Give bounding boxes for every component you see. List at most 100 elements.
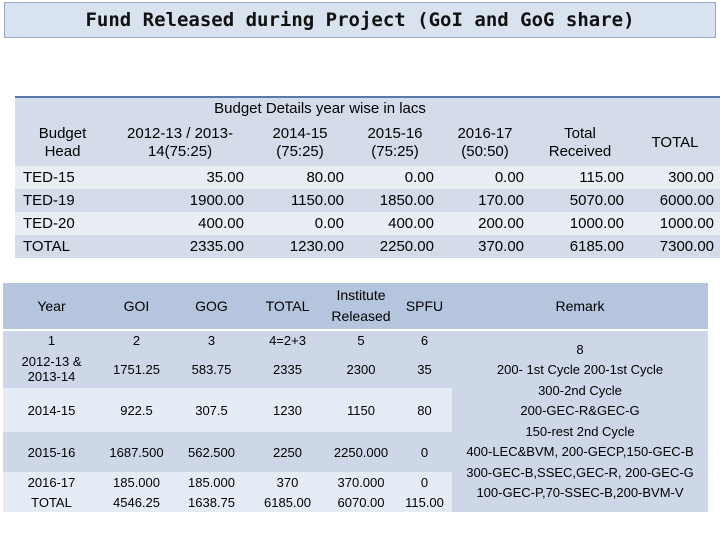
cell: 1687.500 — [100, 432, 173, 472]
cell: 400.00 — [350, 212, 440, 235]
caption-spacer — [630, 96, 720, 120]
table-row: TOTAL 2335.00 1230.00 2250.00 370.00 618… — [15, 235, 720, 258]
cell: 1000.00 — [630, 212, 720, 235]
cell: 1230.00 — [250, 235, 350, 258]
header-goi: GOI — [100, 283, 173, 331]
row-head: TED-15 — [15, 166, 110, 189]
cell: 1000.00 — [530, 212, 631, 235]
cell: 562.500 — [173, 432, 250, 472]
cell: 115.00 — [397, 492, 452, 512]
cell: 1900.00 — [110, 189, 250, 212]
cell: 370.00 — [440, 235, 531, 258]
cell: 2250.000 — [325, 432, 397, 472]
cell: 300.00 — [630, 166, 720, 189]
cell: 2335 — [250, 350, 325, 388]
cell: 80.00 — [250, 166, 350, 189]
page-title: Fund Released during Project (GoI and Go… — [85, 9, 635, 31]
budget-table: Budget Details year wise in lacs Budget H… — [15, 96, 720, 258]
index-cell: 1 — [3, 330, 100, 350]
header-gog: GOG — [173, 283, 250, 331]
cell: 115.00 — [530, 166, 631, 189]
row-head: TED-19 — [15, 189, 110, 212]
header-total: TOTAL — [250, 283, 325, 331]
cell: 2250.00 — [350, 235, 440, 258]
cell: 2300 — [325, 350, 397, 388]
cell: 185.000 — [173, 472, 250, 492]
header-total-received: Total Received — [530, 120, 631, 166]
cell: 0 — [397, 472, 452, 492]
cell: 1150 — [325, 388, 397, 432]
cell: 6185.00 — [530, 235, 631, 258]
table-row: 2015-16 1687.500 562.500 2250 2250.000 0 — [3, 432, 708, 472]
cell: 400.00 — [110, 212, 250, 235]
table-row: TED-15 35.00 80.00 0.00 0.00 115.00 300.… — [15, 166, 720, 189]
header-2014: 2014-15 (75:25) — [250, 120, 350, 166]
cell: 6070.00 — [325, 492, 397, 512]
remark-line: 200-GEC-R&GEC-G — [520, 403, 640, 418]
remark-cell: 8 200- 1st Cycle 200-1st Cycle 300-2nd C… — [452, 330, 708, 512]
cell: 80 — [397, 388, 452, 432]
table-row: 2016-17 185.000 185.000 370 370.000 0 — [3, 472, 708, 492]
cell: 200.00 — [440, 212, 531, 235]
cell: 4546.25 — [100, 492, 173, 512]
cell: 1150.00 — [250, 189, 350, 212]
index-cell: 2 — [100, 330, 173, 350]
release-table: Year GOI GOG TOTAL Institute Released SPF… — [3, 283, 708, 512]
header-spfu: SPFU — [397, 283, 452, 331]
cell: 370 — [250, 472, 325, 492]
remark-line: 200- 1st Cycle 200-1st Cycle — [496, 362, 664, 377]
header-2012: 2012-13 / 2013- 14(75:25) — [110, 120, 250, 166]
header-remark: Remark — [452, 283, 708, 331]
cell: 185.000 — [100, 472, 173, 492]
header-year: Year — [3, 283, 100, 331]
remark-line: 100-GEC-P,70-SSEC-B,200-BVM-V — [476, 485, 684, 500]
cell: 922.5 — [100, 388, 173, 432]
index-cell: 6 — [397, 330, 452, 350]
cell: 0 — [397, 432, 452, 472]
row-head: TED-20 — [15, 212, 110, 235]
cell: 35 — [397, 350, 452, 388]
header-budget-head: Budget Head — [15, 120, 110, 166]
remark-index: 8 — [576, 341, 584, 357]
cell: 1638.75 — [173, 492, 250, 512]
table-row: TED-19 1900.00 1150.00 1850.00 170.00 50… — [15, 189, 720, 212]
index-cell: 5 — [325, 330, 397, 350]
cell: 5070.00 — [530, 189, 631, 212]
remark-line: 400-LEC&BVM, 200-GECP,150-GEC-B — [466, 444, 694, 459]
cell: 6000.00 — [630, 189, 720, 212]
row-head: TOTAL — [15, 235, 110, 258]
cell: 2250 — [250, 432, 325, 472]
year-cell: 2016-17 — [3, 472, 100, 492]
index-cell: 3 — [173, 330, 250, 350]
table-row-total: TOTAL 4546.25 1638.75 6185.00 6070.00 11… — [3, 492, 708, 512]
cell: 307.5 — [173, 388, 250, 432]
cell: 170.00 — [440, 189, 531, 212]
budget-caption: Budget Details year wise in lacs — [110, 96, 531, 120]
cell: 1850.00 — [350, 189, 440, 212]
cell: 1230 — [250, 388, 325, 432]
cell: 0.00 — [250, 212, 350, 235]
table-row: 2012-13 & 2013-14 1751.25 583.75 2335 230… — [3, 350, 708, 388]
caption-spacer — [530, 96, 631, 120]
year-cell: 2015-16 — [3, 432, 100, 472]
remark-line: 150-rest 2nd Cycle — [525, 423, 635, 439]
cell: 7300.00 — [630, 235, 720, 258]
year-cell: 2012-13 & 2013-14 — [3, 350, 100, 388]
cell: 2335.00 — [110, 235, 250, 258]
remark-line: 300-2nd Cycle — [538, 382, 622, 398]
table-row: 2014-15 922.5 307.5 1230 1150 80 — [3, 388, 708, 432]
index-cell: 4=2+3 — [250, 330, 325, 350]
cell: 583.75 — [173, 350, 250, 388]
table-row: TED-20 400.00 0.00 400.00 200.00 1000.00… — [15, 212, 720, 235]
header-institute: Institute Released — [325, 283, 397, 331]
cell: 370.000 — [325, 472, 397, 492]
year-cell: 2014-15 — [3, 388, 100, 432]
cell: 6185.00 — [250, 492, 325, 512]
title-bar: Fund Released during Project (GoI and Go… — [4, 2, 716, 38]
header-2015: 2015-16 (75:25) — [350, 120, 440, 166]
caption-spacer — [15, 96, 110, 120]
cell: 0.00 — [350, 166, 440, 189]
header-2016: 2016-17 (50:50) — [440, 120, 531, 166]
remark-line: 300-GEC-B,SSEC,GEC-R, 200-GEC-G — [466, 464, 694, 480]
year-cell: TOTAL — [3, 492, 100, 512]
